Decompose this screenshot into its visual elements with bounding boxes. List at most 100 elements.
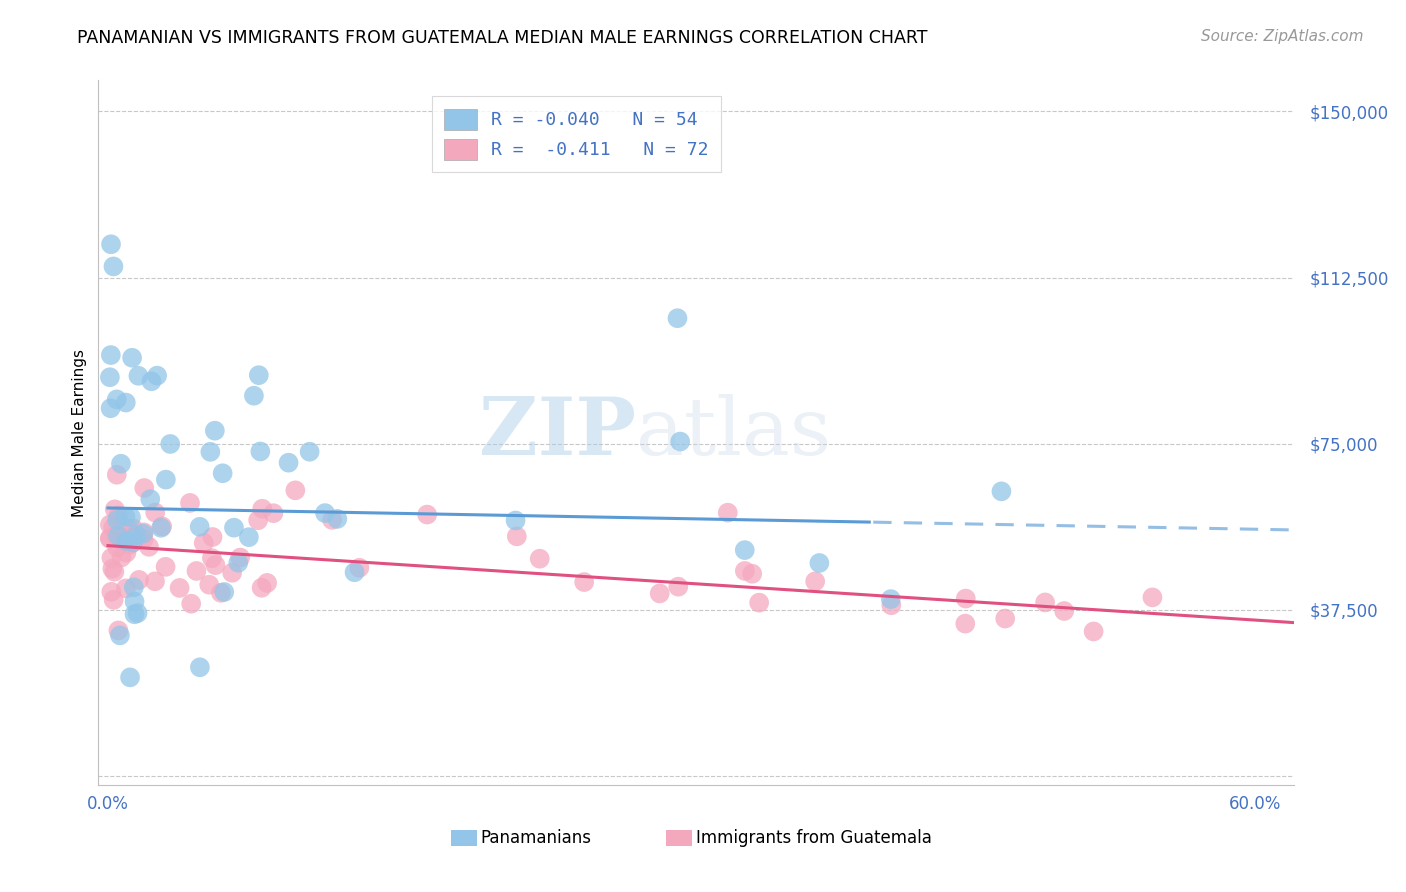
- Point: [250, 581, 273, 595]
- Point: [252, 501, 274, 516]
- Point: [211, 467, 233, 481]
- Point: [128, 573, 150, 587]
- Legend: R = -0.040   N = 54, R =  -0.411   N = 72: R = -0.040 N = 54, R = -0.411 N = 72: [432, 96, 721, 172]
- Point: [256, 575, 278, 590]
- Point: [98, 370, 121, 384]
- Point: [321, 513, 343, 527]
- Point: [107, 508, 129, 523]
- Point: [204, 424, 226, 438]
- Point: [159, 437, 181, 451]
- Point: [100, 401, 122, 416]
- Point: [1033, 595, 1056, 609]
- Point: [127, 606, 149, 620]
- Point: [127, 368, 149, 383]
- Point: [222, 521, 245, 535]
- Point: [229, 550, 252, 565]
- Point: [121, 535, 143, 549]
- Point: [505, 513, 527, 527]
- Point: [141, 374, 163, 388]
- Point: [666, 311, 689, 326]
- Point: [100, 237, 122, 252]
- Point: [103, 565, 125, 579]
- Point: [155, 559, 177, 574]
- Point: [124, 594, 146, 608]
- Point: [717, 506, 740, 520]
- Point: [104, 502, 127, 516]
- Point: [186, 564, 208, 578]
- Point: [132, 525, 155, 540]
- Text: Panamanians: Panamanians: [481, 829, 592, 847]
- Point: [98, 531, 121, 545]
- Point: [193, 536, 215, 550]
- Point: [247, 513, 270, 527]
- Point: [284, 483, 307, 498]
- Point: [262, 506, 284, 520]
- Point: [115, 533, 138, 548]
- Point: [150, 519, 173, 533]
- Point: [100, 348, 122, 362]
- Point: [349, 561, 371, 575]
- Point: [103, 521, 125, 535]
- Point: [105, 528, 128, 542]
- Point: [249, 444, 271, 458]
- Point: [124, 607, 146, 622]
- Point: [101, 562, 124, 576]
- Point: [214, 585, 236, 599]
- Point: [169, 581, 191, 595]
- Point: [247, 368, 270, 383]
- Point: [139, 492, 162, 507]
- Point: [180, 597, 202, 611]
- Point: [955, 591, 977, 606]
- Point: [107, 528, 129, 542]
- Point: [990, 484, 1012, 499]
- Point: [105, 513, 128, 527]
- Point: [122, 535, 145, 549]
- Point: [529, 551, 551, 566]
- Point: [243, 389, 266, 403]
- Point: [188, 520, 211, 534]
- Point: [198, 578, 221, 592]
- Point: [98, 532, 121, 546]
- Point: [955, 616, 977, 631]
- Point: [105, 541, 128, 555]
- Point: [221, 566, 243, 580]
- Point: [666, 580, 689, 594]
- Point: [880, 592, 903, 607]
- Point: [150, 521, 173, 535]
- Point: [238, 530, 260, 544]
- Point: [122, 580, 145, 594]
- Point: [143, 574, 166, 589]
- Point: [105, 392, 128, 407]
- Bar: [451, 830, 477, 846]
- Point: [100, 584, 122, 599]
- Point: [138, 540, 160, 554]
- Point: [416, 508, 439, 522]
- Point: [314, 506, 336, 520]
- Point: [748, 596, 770, 610]
- Point: [277, 456, 299, 470]
- Point: [734, 564, 756, 578]
- Point: [209, 586, 232, 600]
- Point: [120, 537, 142, 551]
- Point: [120, 510, 142, 524]
- Point: [1083, 624, 1105, 639]
- Point: [669, 434, 692, 449]
- Point: [506, 529, 529, 543]
- Text: Immigrants from Guatemala: Immigrants from Guatemala: [696, 829, 932, 847]
- Point: [114, 395, 136, 409]
- Point: [118, 670, 141, 684]
- Point: [741, 566, 763, 581]
- Point: [108, 628, 131, 642]
- Point: [134, 481, 156, 495]
- Text: Source: ZipAtlas.com: Source: ZipAtlas.com: [1201, 29, 1364, 44]
- Point: [125, 528, 148, 542]
- Point: [1053, 604, 1076, 618]
- Point: [298, 444, 321, 458]
- Point: [804, 574, 827, 589]
- Point: [734, 543, 756, 558]
- Point: [201, 551, 224, 566]
- Point: [648, 586, 671, 600]
- Point: [118, 529, 141, 543]
- Text: PANAMANIAN VS IMMIGRANTS FROM GUATEMALA MEDIAN MALE EARNINGS CORRELATION CHART: PANAMANIAN VS IMMIGRANTS FROM GUATEMALA …: [77, 29, 928, 46]
- Point: [201, 530, 224, 544]
